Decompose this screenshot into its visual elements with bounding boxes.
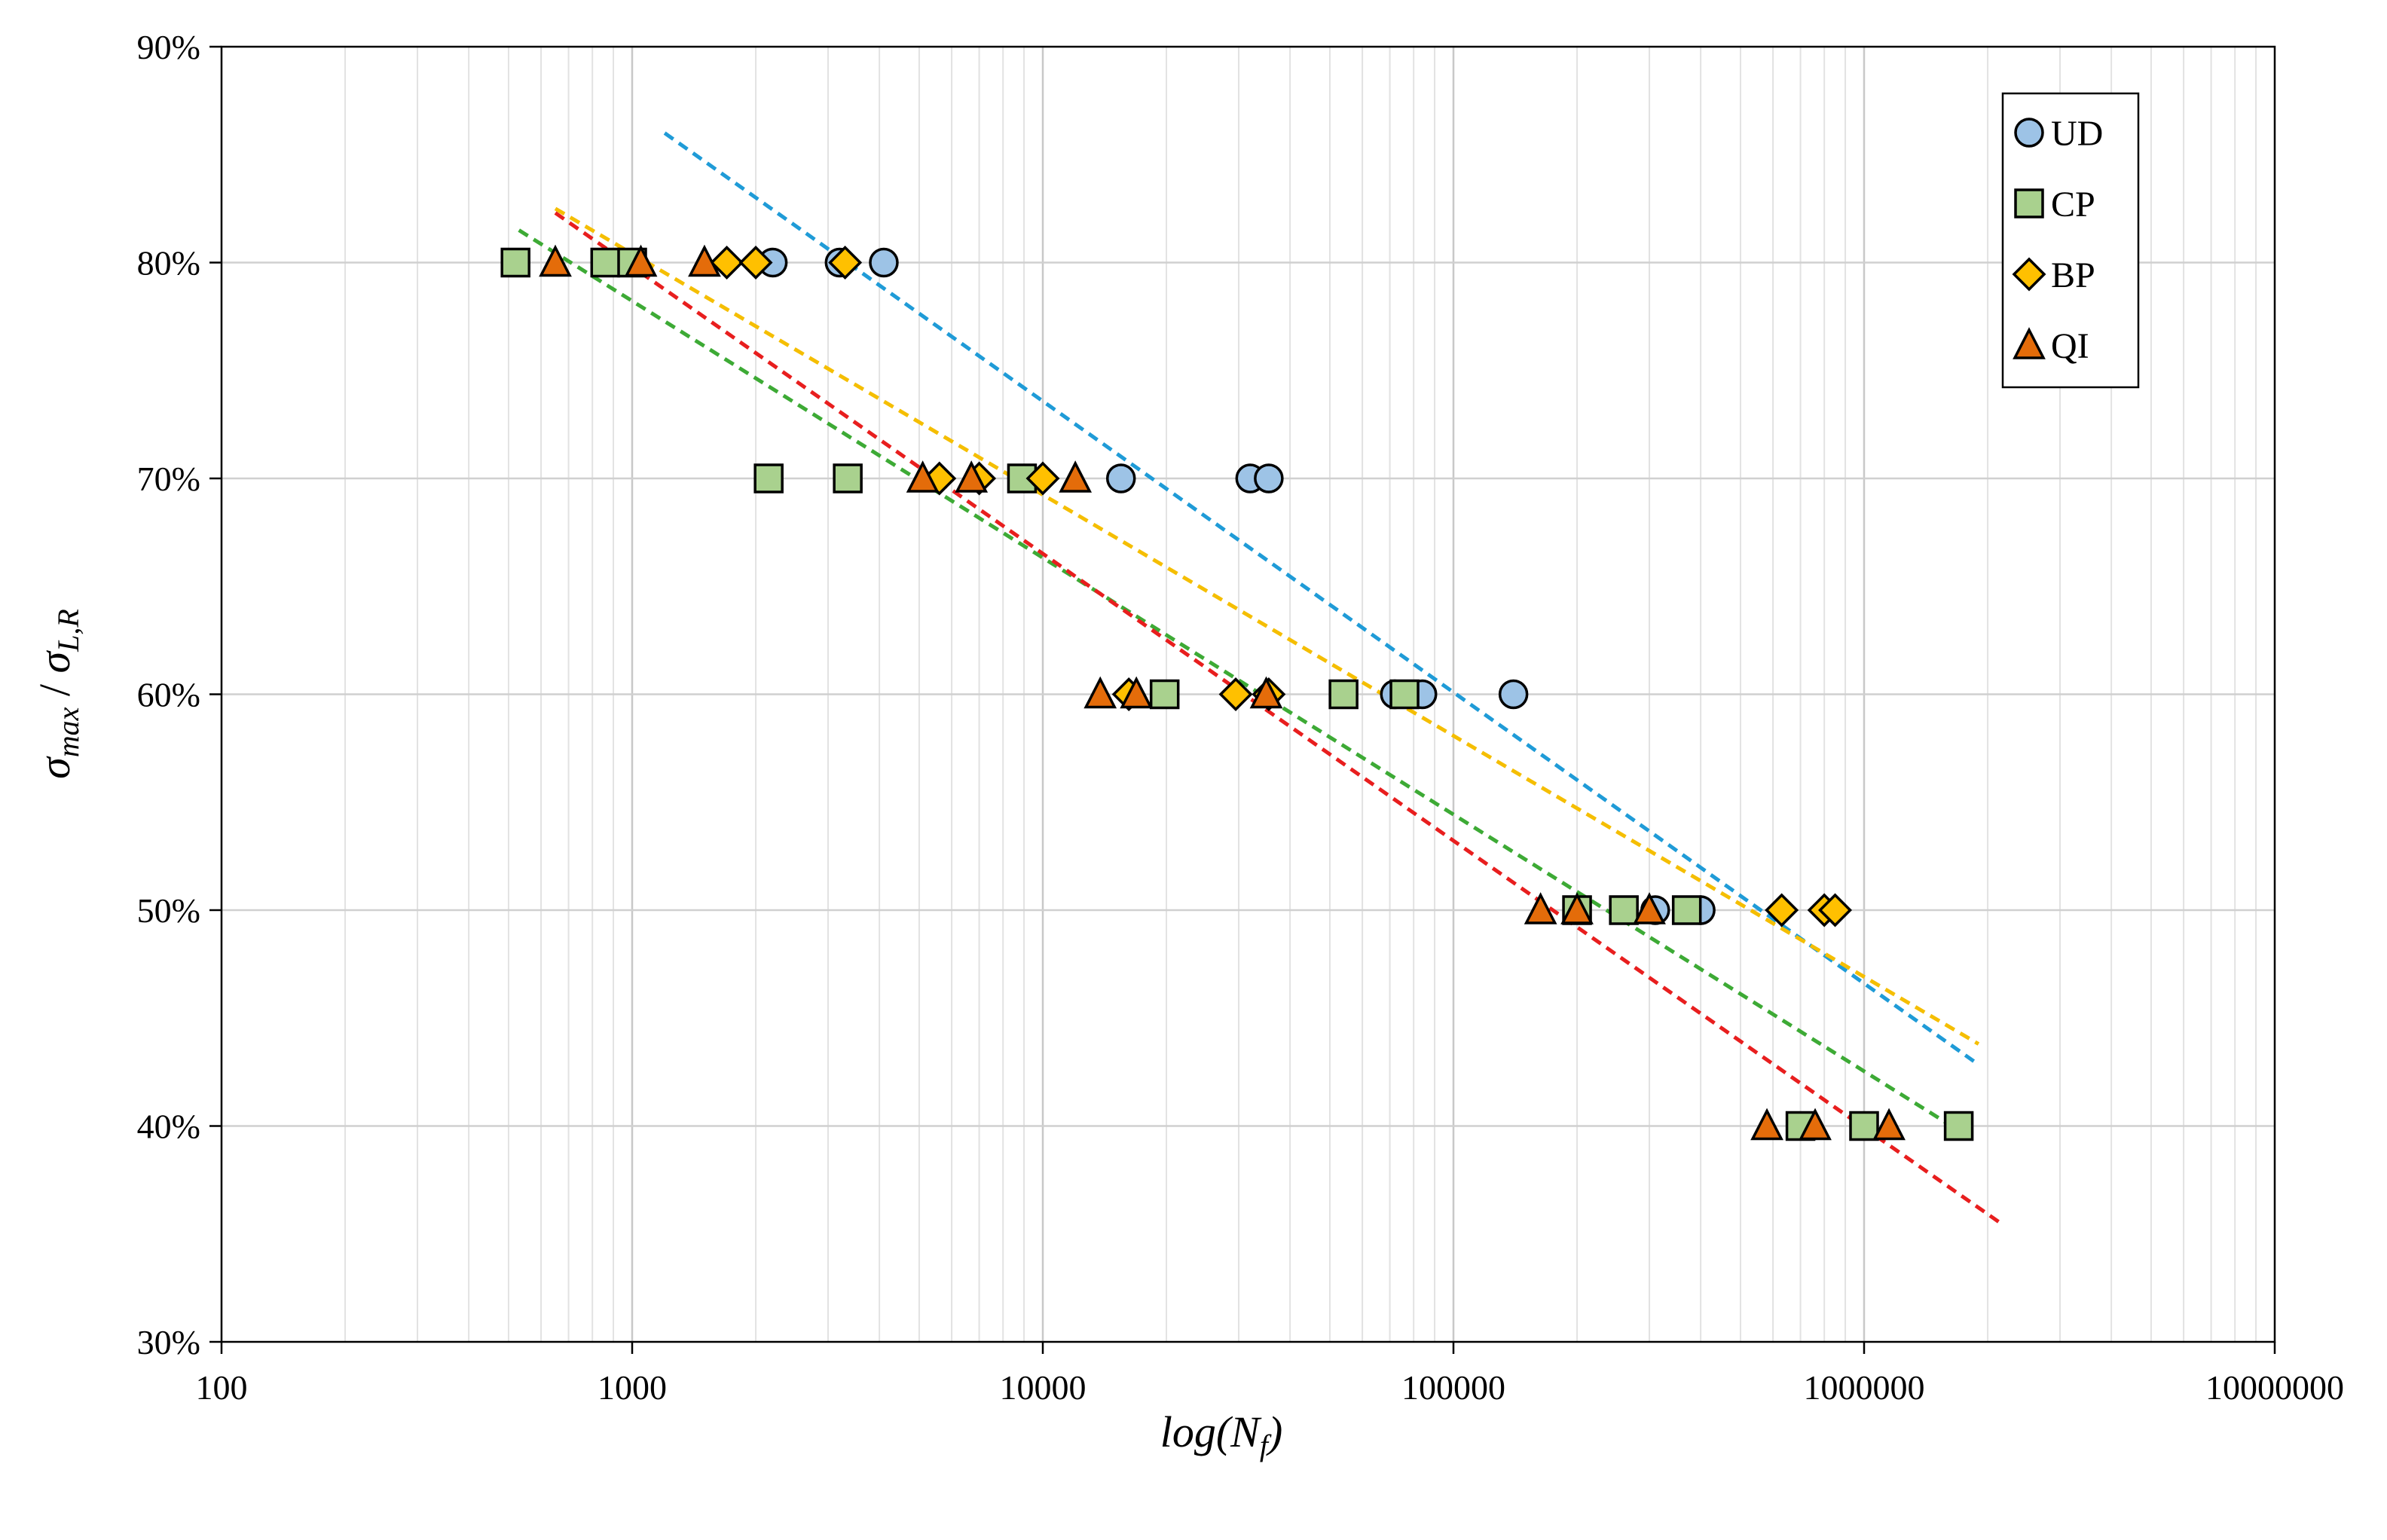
y-tick-label: 40% — [137, 1108, 200, 1146]
data-points — [500, 244, 1974, 1141]
y-tick-label: 80% — [137, 244, 200, 283]
point-qi — [1633, 892, 1666, 924]
legend-label-qi: QI — [2051, 326, 2089, 366]
x-axis-label: log(Nf) — [1160, 1407, 1283, 1462]
y-tick-label: 60% — [137, 676, 200, 714]
x-tick-label: 10000000 — [2205, 1368, 2344, 1407]
point-qi — [955, 460, 989, 493]
point-qi — [1059, 460, 1093, 493]
point-bp — [710, 246, 744, 280]
point-cp — [1943, 1111, 1974, 1141]
x-tick-label: 10000 — [1000, 1368, 1087, 1407]
legend-marker-ud — [2014, 118, 2044, 148]
legend: UD CP BP QI — [2001, 92, 2140, 389]
point-qi — [1872, 1108, 1906, 1141]
point-qi — [688, 244, 721, 277]
point-cp — [1671, 895, 1702, 925]
point-qi — [1083, 676, 1117, 709]
x-tick-label: 1000 — [598, 1368, 667, 1407]
point-cp — [1328, 679, 1359, 710]
x-tick-label: 100000 — [1401, 1368, 1505, 1407]
x-tick-label: 1000000 — [1804, 1368, 1925, 1407]
y-tick-label: 90% — [137, 28, 200, 66]
point-bp — [1818, 893, 1853, 927]
point-ud — [1498, 679, 1529, 710]
y-tick-label: 50% — [137, 891, 200, 930]
point-qi — [1249, 676, 1283, 709]
point-cp — [1609, 895, 1639, 925]
axis-ticks: 100 1000 10000 100000 1000000 10000000 30% 40% 5… — [137, 28, 2344, 1407]
point-bp — [738, 246, 773, 280]
point-qi — [1120, 676, 1154, 709]
point-qi — [1799, 1108, 1832, 1141]
y-tick-label: 70% — [137, 460, 200, 498]
x-tick-label: 100 — [196, 1368, 248, 1407]
legend-marker-cp — [2014, 188, 2044, 218]
point-bp — [1765, 893, 1799, 927]
point-cp — [1149, 679, 1180, 710]
trendlines — [518, 131, 2002, 1225]
point-cp — [1389, 679, 1420, 710]
point-qi — [1560, 892, 1594, 924]
point-ud — [869, 247, 899, 278]
legend-marker-bp — [2012, 257, 2046, 292]
point-ud — [1254, 463, 1284, 493]
trendline-ud — [663, 131, 1976, 1063]
point-qi — [906, 460, 940, 493]
point-cp — [753, 463, 784, 493]
y-axis-label: σmax / σL,R — [30, 609, 85, 779]
y-tick-label: 30% — [137, 1323, 200, 1361]
point-qi — [1524, 892, 1557, 924]
point-qi — [624, 244, 658, 277]
point-cp — [833, 463, 863, 493]
legend-label-cp: CP — [2051, 185, 2095, 225]
point-cp — [590, 247, 621, 278]
point-cp — [1849, 1111, 1879, 1141]
point-ud — [1105, 463, 1136, 493]
legend-marker-qi — [2013, 327, 2046, 359]
point-bp — [828, 246, 863, 280]
point-cp — [500, 247, 530, 278]
point-bp — [1218, 677, 1253, 711]
trendline-cp — [518, 228, 1970, 1138]
point-qi — [539, 244, 572, 277]
point-qi — [1750, 1108, 1783, 1141]
legend-label-bp: BP — [2051, 255, 2095, 295]
point-bp — [1025, 461, 1060, 496]
legend-label-ud: UD — [2051, 114, 2103, 154]
trendline-bp — [554, 206, 1980, 1046]
